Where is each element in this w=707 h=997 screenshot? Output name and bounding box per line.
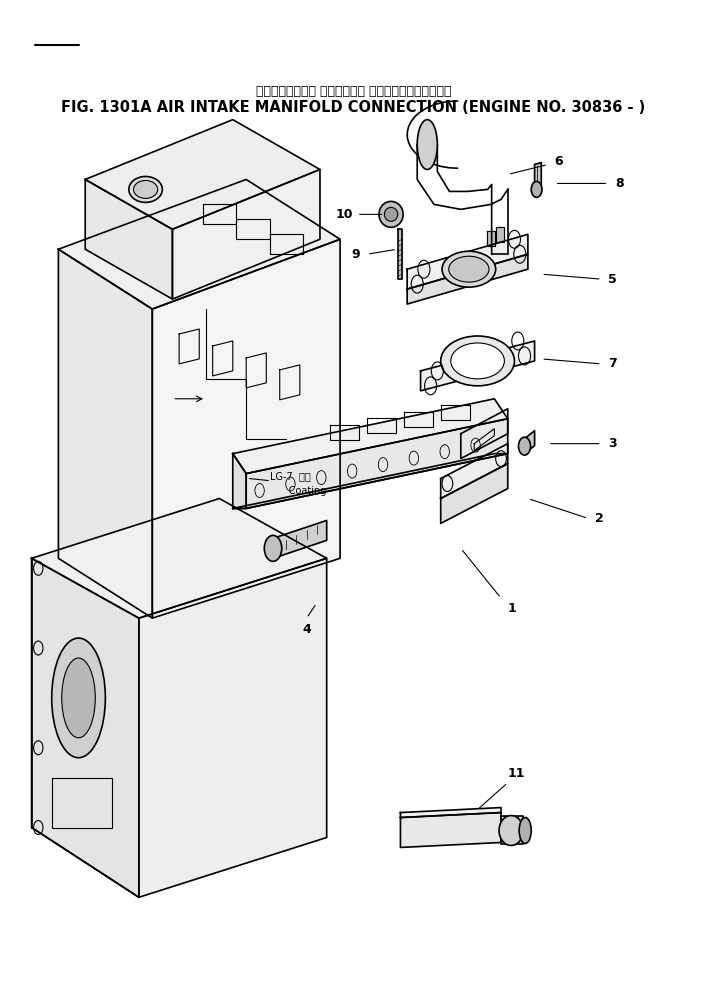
Polygon shape <box>139 558 327 897</box>
Polygon shape <box>496 227 503 242</box>
Text: 5: 5 <box>608 272 617 286</box>
Polygon shape <box>86 179 173 299</box>
Polygon shape <box>246 419 508 508</box>
Polygon shape <box>525 431 534 454</box>
Text: エアーインテーク マニホールド コネクション　適用号機: エアーインテーク マニホールド コネクション 適用号機 <box>256 85 451 99</box>
Ellipse shape <box>518 438 530 455</box>
Ellipse shape <box>531 181 542 197</box>
Ellipse shape <box>379 201 403 227</box>
Ellipse shape <box>62 658 95 738</box>
Text: Coating: Coating <box>269 486 326 496</box>
Polygon shape <box>32 558 139 897</box>
Polygon shape <box>421 341 534 391</box>
Polygon shape <box>534 163 542 191</box>
Polygon shape <box>59 179 340 309</box>
Ellipse shape <box>440 336 515 386</box>
Polygon shape <box>440 464 508 523</box>
Polygon shape <box>487 231 495 246</box>
Polygon shape <box>400 813 501 847</box>
Polygon shape <box>400 808 501 818</box>
Text: 7: 7 <box>608 357 617 371</box>
Polygon shape <box>501 816 522 844</box>
Ellipse shape <box>52 638 105 758</box>
Text: 10: 10 <box>336 207 354 221</box>
Ellipse shape <box>519 818 531 843</box>
Ellipse shape <box>442 251 496 287</box>
Ellipse shape <box>417 120 438 169</box>
Polygon shape <box>399 229 402 279</box>
Text: FIG. 1301A AIR INTAKE MANIFOLD CONNECTION (ENGINE NO. 30836 - ): FIG. 1301A AIR INTAKE MANIFOLD CONNECTIO… <box>62 100 645 116</box>
Text: LG-7  塗布: LG-7 塗布 <box>269 472 310 482</box>
Text: 2: 2 <box>595 511 604 525</box>
Polygon shape <box>233 399 508 474</box>
Polygon shape <box>59 249 152 618</box>
Text: 4: 4 <box>302 623 311 636</box>
Polygon shape <box>152 239 340 618</box>
Ellipse shape <box>499 816 523 845</box>
Ellipse shape <box>451 343 504 379</box>
Polygon shape <box>86 120 320 229</box>
Text: 9: 9 <box>351 247 360 261</box>
Text: 11: 11 <box>508 767 525 780</box>
Text: 1: 1 <box>508 601 517 615</box>
Ellipse shape <box>129 176 163 202</box>
Text: 8: 8 <box>615 176 624 190</box>
Polygon shape <box>32 498 327 618</box>
Polygon shape <box>233 454 246 508</box>
Polygon shape <box>407 234 528 289</box>
Polygon shape <box>440 444 508 498</box>
Ellipse shape <box>264 535 281 561</box>
Polygon shape <box>407 254 528 304</box>
Text: 3: 3 <box>608 437 617 451</box>
Ellipse shape <box>134 180 158 198</box>
Ellipse shape <box>449 256 489 282</box>
Polygon shape <box>233 454 508 508</box>
Text: 6: 6 <box>555 155 563 168</box>
Polygon shape <box>173 169 320 299</box>
Polygon shape <box>273 520 327 558</box>
Ellipse shape <box>385 207 398 221</box>
